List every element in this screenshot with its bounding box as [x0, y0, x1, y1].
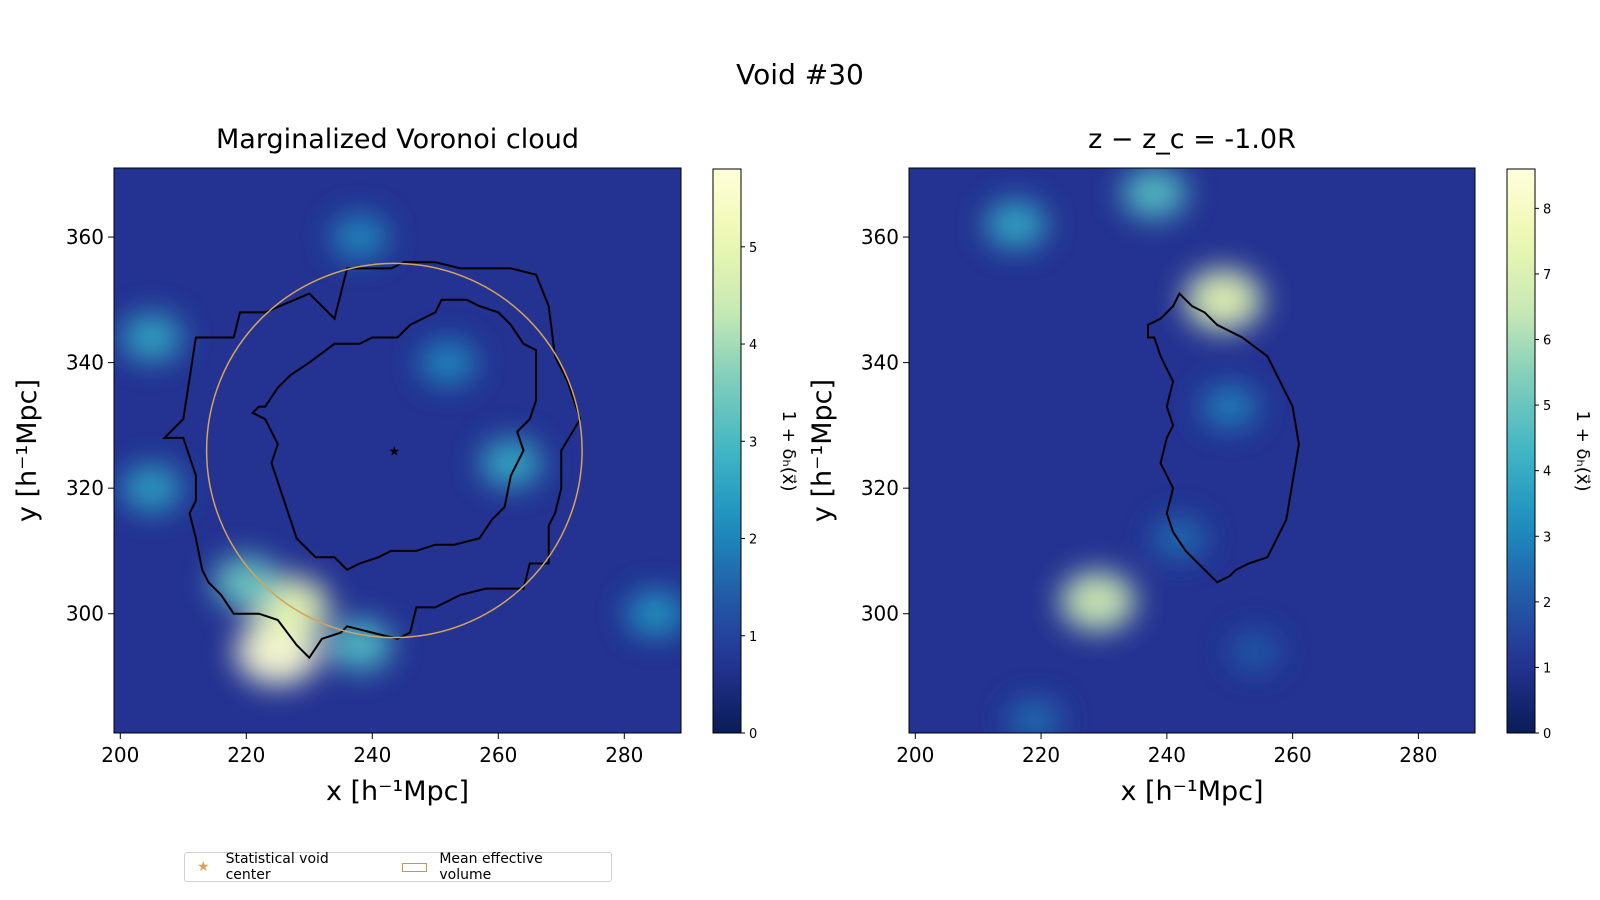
effective-volume-circle	[205, 262, 583, 639]
density-core	[434, 352, 462, 373]
colorbar-tick-label: 7	[1543, 268, 1551, 283]
legend-item-effective-volume: Mean effective volume	[401, 851, 595, 883]
heatmap-area: ★	[114, 168, 681, 733]
colorbar	[712, 168, 742, 734]
y-tick-label: 360	[861, 225, 899, 249]
y-tick-label: 340	[861, 351, 899, 375]
density-field	[984, 168, 1283, 733]
density-core	[258, 636, 298, 667]
y-tick-label: 300	[66, 602, 104, 626]
colorbar-tick-label: 0	[749, 727, 757, 742]
contour-outer	[161, 261, 582, 660]
axes-frame	[908, 167, 1476, 734]
density-core	[496, 451, 526, 475]
panel-title: Marginalized Voronoi cloud	[216, 124, 579, 155]
legend: ★ Statistical void center Mean effective…	[184, 851, 612, 883]
figure-suptitle: Void #30	[736, 58, 864, 91]
colorbar-tick-label: 3	[749, 435, 757, 450]
void-center-marker: ★	[389, 445, 401, 460]
y-axis-label: y [h⁻¹Mpc]	[12, 379, 43, 522]
x-tick-label: 200	[101, 743, 139, 767]
density-core	[346, 226, 374, 248]
colorbar-tick-label: 1	[1543, 661, 1551, 676]
colorbar-tick-label: 6	[1543, 334, 1551, 349]
x-axis-label: x [h⁻¹Mpc]	[326, 776, 469, 807]
colorbar-tick-label: 5	[1543, 399, 1551, 414]
density-core	[1216, 396, 1243, 417]
colorbar-tick-label: 2	[749, 533, 757, 548]
x-tick-label: 240	[1148, 743, 1186, 767]
density-core	[1166, 528, 1193, 549]
density-core	[1205, 285, 1242, 314]
colorbar-label: 1 + δₕ(x⃗)	[1572, 411, 1593, 492]
star-icon: ★	[197, 859, 210, 875]
density-core	[1242, 641, 1268, 661]
colorbar-tick-label: 4	[1543, 465, 1551, 480]
legend-item-void-center: ★ Statistical void center	[197, 851, 374, 883]
colorbar	[1506, 168, 1536, 734]
legend-label-void-center: Statistical void center	[225, 851, 329, 883]
y-tick-label: 320	[861, 476, 899, 500]
density-core	[230, 570, 262, 595]
x-tick-label: 220	[1022, 743, 1060, 767]
colorbar-tick-label: 5	[749, 241, 757, 256]
density-core	[137, 477, 166, 500]
heatmap-area	[909, 168, 1475, 733]
density-core	[1080, 587, 1116, 615]
heatmap-background	[909, 168, 1475, 733]
colorbar-tick-label: 4	[749, 338, 757, 353]
colorbar-tick-label: 8	[1543, 202, 1551, 217]
x-tick-label: 260	[479, 743, 517, 767]
x-tick-label: 200	[896, 743, 934, 767]
x-tick-label: 240	[353, 743, 391, 767]
y-tick-label: 360	[66, 225, 104, 249]
y-tick-label: 320	[66, 476, 104, 500]
x-tick-label: 220	[227, 743, 265, 767]
colorbar-tick-label: 1	[749, 630, 757, 645]
density-core	[344, 633, 375, 657]
colorbar-label: 1 + δₕ(x⃗)	[778, 411, 799, 492]
density-core	[1022, 710, 1048, 731]
contour-inner	[250, 298, 538, 572]
panel-title: z − z_c = -1.0R	[1088, 124, 1296, 155]
colorbar-tick-label: 2	[1543, 596, 1551, 611]
rectangle-outline-icon	[401, 862, 428, 872]
x-tick-label: 280	[605, 743, 643, 767]
density-core	[1001, 213, 1031, 236]
legend-label-effective-volume: Mean effective volume	[439, 851, 543, 883]
axes-frame	[113, 167, 682, 734]
x-tick-label: 280	[1399, 743, 1437, 767]
contour	[1147, 291, 1300, 584]
x-axis-label: x [h⁻¹Mpc]	[1120, 776, 1263, 807]
x-tick-label: 260	[1274, 743, 1312, 767]
colorbar-tick-label: 0	[1543, 727, 1551, 742]
density-core	[642, 603, 670, 625]
colorbar-tick-label: 3	[1543, 530, 1551, 545]
y-tick-label: 300	[861, 602, 899, 626]
y-axis-label: y [h⁻¹Mpc]	[807, 379, 838, 522]
density-core	[1139, 181, 1170, 205]
density-core	[137, 326, 166, 349]
panel-voronoi-cloud: ★200 220 240 260 280300320340360Marginalized…	[12, 124, 799, 807]
y-tick-label: 340	[66, 351, 104, 375]
